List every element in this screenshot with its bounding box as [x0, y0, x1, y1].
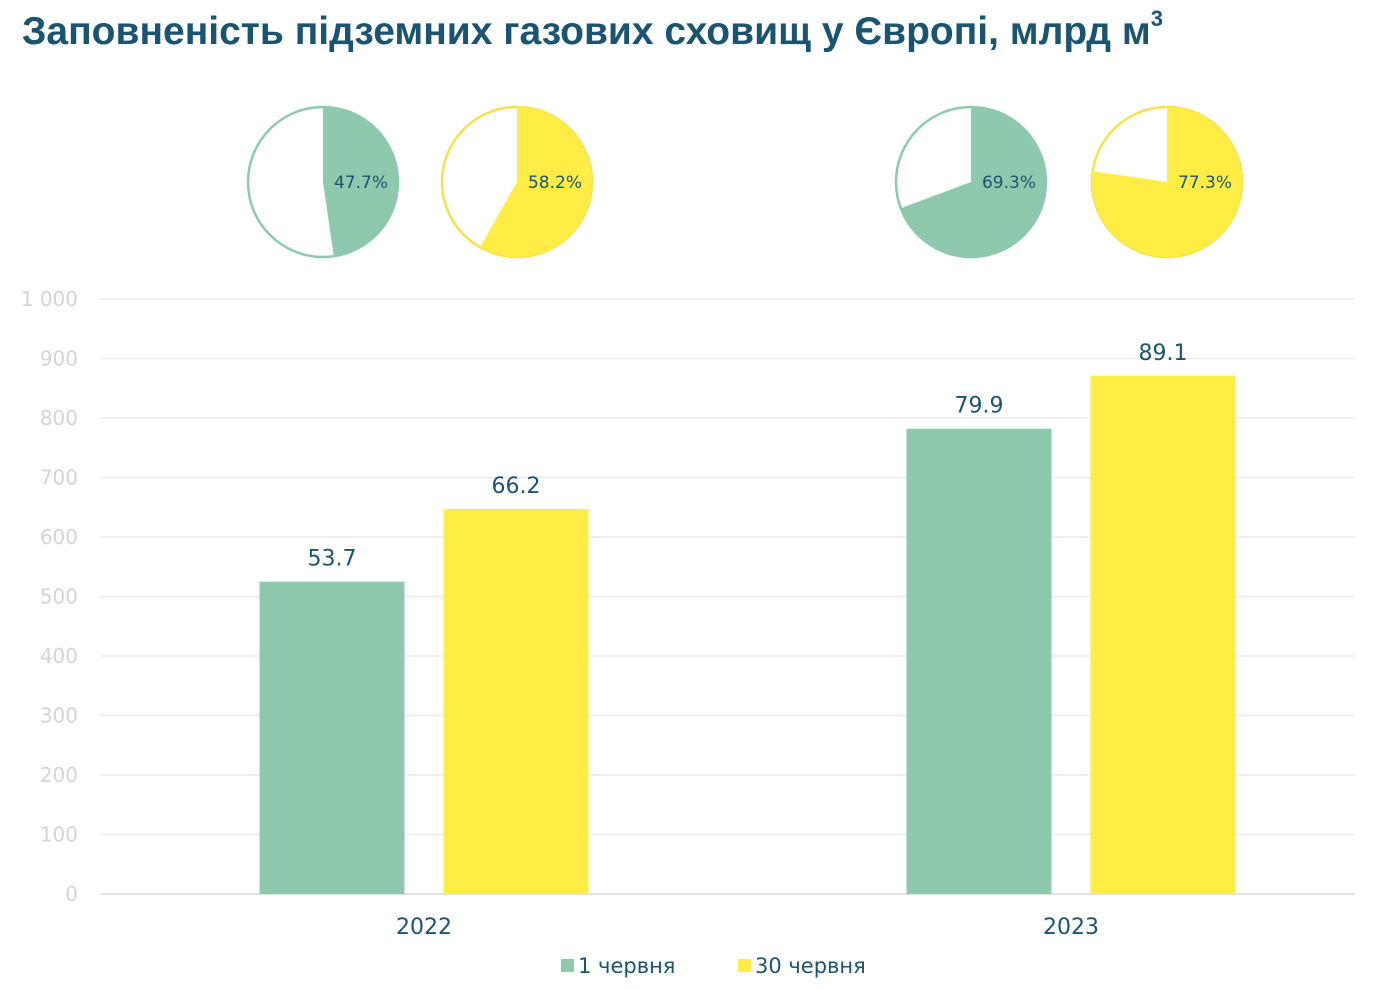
- bar-value-label-2023-series-0: 79.9: [955, 394, 1004, 419]
- chart-title-superscript: 3: [1150, 6, 1163, 31]
- y-tick-label-1000: 1 000: [21, 287, 78, 311]
- legend-label-0: 1 червня: [578, 954, 675, 978]
- y-tick-label-100: 100: [40, 823, 78, 847]
- bar-2022-series-0: [259, 581, 405, 894]
- bar-2023-series-1: [1090, 375, 1236, 894]
- legend-swatch-0: [561, 959, 574, 972]
- pie-2023-series-0-slice: [900, 107, 1046, 257]
- y-tick-label-200: 200: [40, 763, 78, 787]
- y-tick-label-300: 300: [40, 704, 78, 728]
- pie-2022-series-0-slice: [323, 107, 399, 257]
- y-tick-label-900: 900: [40, 347, 78, 371]
- bar-2023-series-0: [906, 428, 1052, 894]
- x-tick-label-2023: 2023: [1043, 915, 1099, 940]
- pie-label-2023-series-0: 69.3%: [982, 173, 1036, 193]
- bar-value-label-2022-series-1: 66.2: [492, 474, 541, 499]
- y-tick-label-500: 500: [40, 585, 78, 609]
- legend-swatch-1: [738, 959, 751, 972]
- legend-label-1: 30 червня: [755, 954, 866, 978]
- pie-2023-series-1-slice: [1092, 107, 1242, 258]
- y-tick-label-0: 0: [65, 882, 78, 906]
- bar-value-label-2023-series-1: 89.1: [1139, 341, 1188, 366]
- x-tick-label-2022: 2022: [396, 915, 452, 940]
- y-tick-label-600: 600: [40, 525, 78, 549]
- chart-title: Заповненість підземних газових сховищ у …: [22, 6, 1163, 54]
- chart-title-text: Заповненість підземних газових сховищ у …: [22, 10, 1151, 53]
- bar-value-label-2022-series-0: 53.7: [308, 547, 357, 572]
- pie-label-2022-series-1: 58.2%: [528, 173, 582, 193]
- y-tick-label-400: 400: [40, 644, 78, 668]
- y-tick-label-800: 800: [40, 406, 78, 430]
- pie-label-2023-series-1: 77.3%: [1178, 173, 1232, 193]
- pie-2022-series-1-slice: [480, 107, 592, 257]
- bar-2022-series-1: [443, 509, 589, 894]
- pie-label-2022-series-0: 47.7%: [334, 173, 388, 193]
- y-tick-label-700: 700: [40, 466, 78, 490]
